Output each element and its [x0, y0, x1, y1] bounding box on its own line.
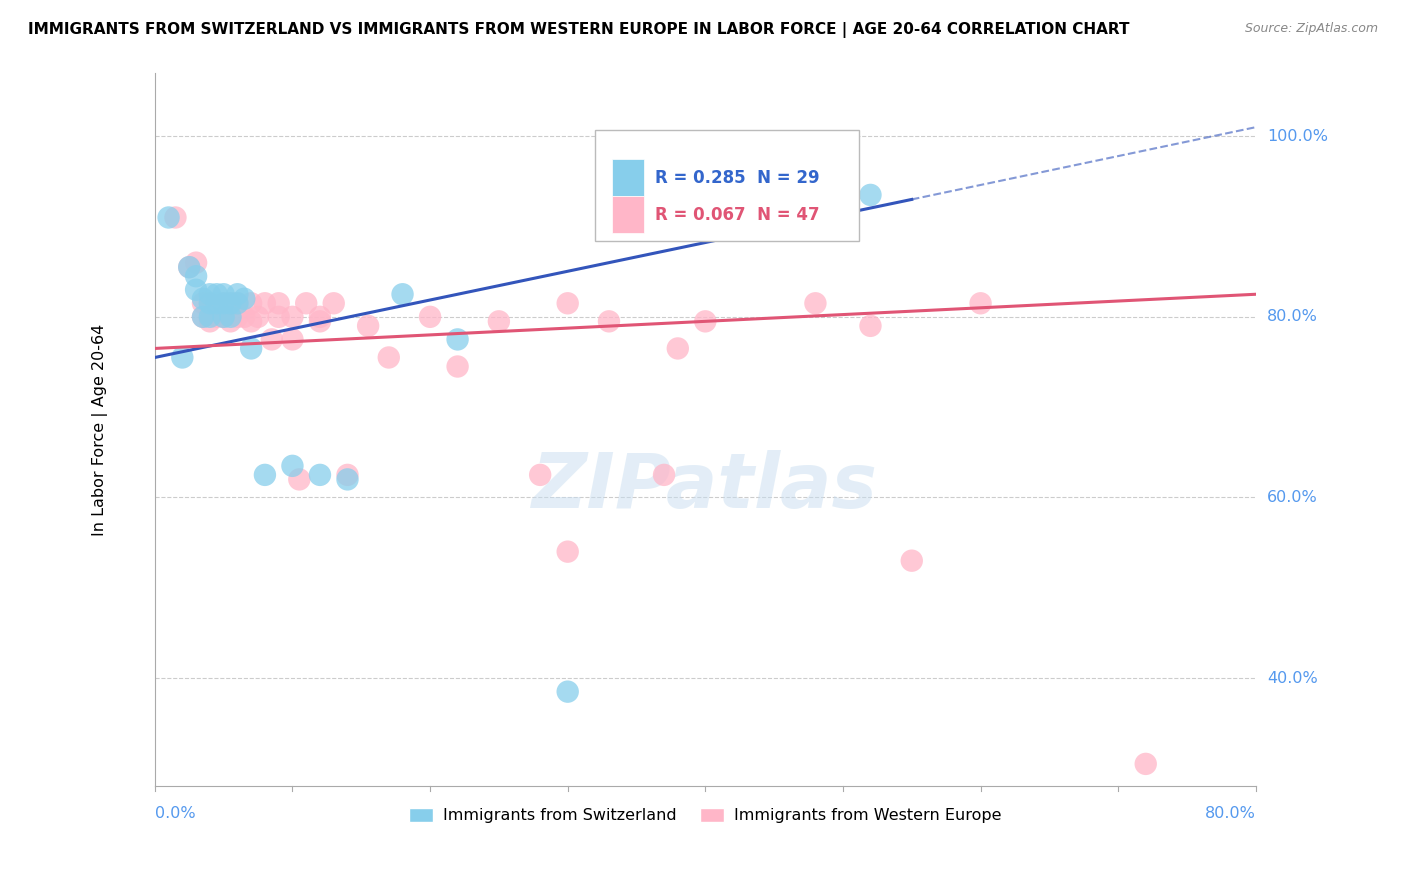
Point	[488, 314, 510, 328]
Point	[969, 296, 991, 310]
Point	[336, 472, 359, 486]
Point	[1135, 756, 1157, 771]
Point	[598, 314, 620, 328]
Point	[212, 296, 235, 310]
Text: 80.0%: 80.0%	[1205, 806, 1256, 822]
Point	[212, 287, 235, 301]
Point	[557, 544, 579, 558]
Point	[357, 318, 380, 333]
Point	[446, 359, 468, 374]
Point	[233, 292, 256, 306]
Point	[205, 296, 228, 310]
Point	[172, 351, 194, 365]
Point	[226, 296, 249, 310]
Point	[281, 333, 304, 347]
Point	[253, 296, 276, 310]
Point	[666, 342, 689, 356]
Point	[309, 314, 332, 328]
Point	[529, 467, 551, 482]
Point	[288, 472, 311, 486]
Point	[226, 287, 249, 301]
Point	[191, 310, 214, 324]
Point	[859, 318, 882, 333]
Point	[198, 296, 221, 310]
Text: ZIPatlas: ZIPatlas	[533, 450, 879, 524]
Point	[267, 310, 290, 324]
Text: 40.0%: 40.0%	[1267, 671, 1317, 686]
Point	[247, 310, 270, 324]
FancyBboxPatch shape	[612, 160, 644, 196]
Point	[191, 296, 214, 310]
Point	[557, 684, 579, 698]
Point	[184, 255, 207, 269]
Point	[179, 260, 201, 275]
Point	[219, 310, 242, 324]
Point	[240, 296, 263, 310]
Text: IMMIGRANTS FROM SWITZERLAND VS IMMIGRANTS FROM WESTERN EUROPE IN LABOR FORCE | A: IMMIGRANTS FROM SWITZERLAND VS IMMIGRANT…	[28, 22, 1129, 38]
Point	[179, 260, 201, 275]
Legend: Immigrants from Switzerland, Immigrants from Western Europe: Immigrants from Switzerland, Immigrants …	[404, 802, 1008, 830]
Point	[240, 314, 263, 328]
Point	[695, 314, 717, 328]
Point	[198, 310, 221, 324]
Point	[184, 269, 207, 284]
Point	[184, 283, 207, 297]
Point	[212, 310, 235, 324]
Point	[191, 310, 214, 324]
Point	[212, 310, 235, 324]
Point	[157, 211, 180, 225]
Text: 80.0%: 80.0%	[1267, 310, 1317, 325]
Point	[198, 314, 221, 328]
Point	[322, 296, 344, 310]
Text: 60.0%: 60.0%	[1267, 490, 1317, 505]
Point	[859, 188, 882, 202]
Point	[557, 296, 579, 310]
Point	[446, 333, 468, 347]
Text: 100.0%: 100.0%	[1267, 128, 1327, 144]
Point	[198, 296, 221, 310]
Point	[226, 296, 249, 310]
FancyBboxPatch shape	[595, 130, 859, 241]
Point	[205, 310, 228, 324]
Point	[378, 351, 401, 365]
Point	[267, 296, 290, 310]
Point	[419, 310, 441, 324]
Point	[336, 467, 359, 482]
Point	[219, 314, 242, 328]
Point	[253, 467, 276, 482]
Point	[233, 310, 256, 324]
Point	[205, 287, 228, 301]
Point	[900, 554, 922, 568]
Point	[309, 310, 332, 324]
Point	[240, 342, 263, 356]
Point	[191, 292, 214, 306]
Text: 0.0%: 0.0%	[155, 806, 195, 822]
FancyBboxPatch shape	[612, 196, 644, 233]
Point	[219, 296, 242, 310]
Point	[219, 296, 242, 310]
Text: Source: ZipAtlas.com: Source: ZipAtlas.com	[1244, 22, 1378, 36]
Point	[260, 333, 283, 347]
Point	[652, 467, 675, 482]
Text: In Labor Force | Age 20-64: In Labor Force | Age 20-64	[91, 324, 108, 536]
Point	[198, 287, 221, 301]
Point	[309, 467, 332, 482]
Point	[295, 296, 318, 310]
Point	[281, 458, 304, 473]
Text: R = 0.067  N = 47: R = 0.067 N = 47	[655, 205, 820, 224]
Point	[391, 287, 413, 301]
Point	[212, 296, 235, 310]
Point	[165, 211, 187, 225]
Point	[281, 310, 304, 324]
Point	[226, 310, 249, 324]
Point	[804, 296, 827, 310]
Text: R = 0.285  N = 29: R = 0.285 N = 29	[655, 169, 820, 186]
